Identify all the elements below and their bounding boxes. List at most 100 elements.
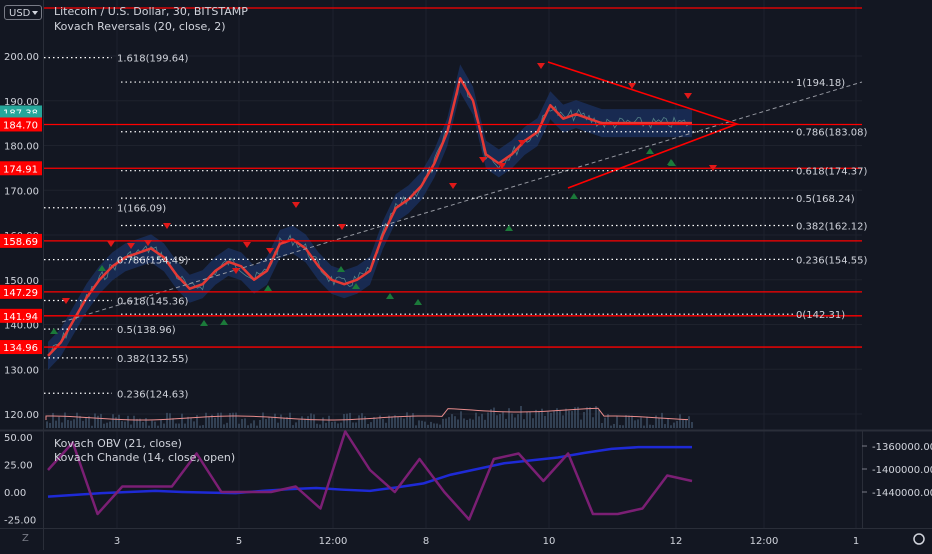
volume-bar bbox=[433, 423, 435, 428]
volume-bar bbox=[640, 417, 642, 428]
volume-bar bbox=[103, 423, 105, 428]
volume-bar bbox=[202, 425, 204, 428]
buy-marker bbox=[414, 299, 422, 305]
buy-marker bbox=[668, 160, 676, 166]
volume-bar bbox=[76, 412, 78, 428]
price-label-text: 184.70 bbox=[3, 120, 38, 131]
y-tick-label: 130.00 bbox=[4, 365, 39, 376]
lower-right-tick: -1440000.00 bbox=[872, 488, 932, 499]
sell-marker bbox=[243, 242, 251, 248]
volume-bar bbox=[388, 415, 390, 428]
volume-bar bbox=[325, 422, 327, 428]
volume-bar bbox=[481, 413, 483, 428]
volume-bar bbox=[319, 424, 321, 428]
volume-bar bbox=[643, 425, 645, 428]
volume-bar bbox=[478, 416, 480, 428]
lower-right-tick: -1360000.00 bbox=[872, 442, 932, 453]
volume-bar bbox=[367, 424, 369, 428]
price-label-text: 158.69 bbox=[3, 237, 38, 248]
sell-marker bbox=[266, 248, 274, 254]
y-tick-label: 140.00 bbox=[4, 321, 39, 332]
volume-bar bbox=[400, 417, 402, 428]
volume-bar bbox=[373, 417, 375, 428]
volume-bar bbox=[514, 417, 516, 428]
volume-bar bbox=[613, 423, 615, 428]
x-tick-label: 12:00 bbox=[319, 536, 348, 547]
volume-bar bbox=[664, 424, 666, 428]
sell-marker bbox=[163, 223, 171, 229]
obv-line bbox=[47, 445, 692, 498]
fib-right-label: 0.618(174.37) bbox=[796, 167, 868, 178]
chande-label[interactable]: Kovach Chande (14, close, open) bbox=[54, 451, 236, 464]
volume-bar bbox=[652, 425, 654, 428]
volume-bar bbox=[568, 410, 570, 428]
buy-marker bbox=[220, 319, 228, 325]
volume-bar bbox=[394, 415, 396, 428]
volume-bar bbox=[205, 412, 207, 428]
volume-bar bbox=[130, 424, 132, 428]
volume-bar bbox=[424, 421, 426, 428]
volume-bar bbox=[286, 417, 288, 428]
fib-left-label: 0.382(132.55) bbox=[117, 354, 189, 365]
volume-bar bbox=[601, 423, 603, 428]
volume-bar bbox=[619, 425, 621, 428]
volume-bar bbox=[58, 416, 60, 428]
volume-bar bbox=[421, 420, 423, 428]
volume-bar bbox=[559, 410, 561, 428]
obv-label[interactable]: Kovach OBV (21, close) bbox=[54, 437, 182, 450]
volume-bar bbox=[370, 422, 372, 428]
volume-bar bbox=[361, 413, 363, 428]
volume-bar bbox=[49, 422, 51, 428]
indicator-label[interactable]: Kovach Reversals (20, close, 2) bbox=[54, 20, 226, 33]
volume-bar bbox=[451, 414, 453, 428]
volume-bar bbox=[217, 412, 219, 428]
volume-bar bbox=[496, 415, 498, 428]
buy-marker bbox=[264, 285, 272, 291]
volume-bar bbox=[415, 425, 417, 428]
volume-bar bbox=[661, 412, 663, 428]
volume-bar bbox=[322, 417, 324, 428]
reversal-band bbox=[48, 64, 692, 370]
volume-bar bbox=[493, 407, 495, 428]
fib-right-label: 0.382(162.12) bbox=[796, 222, 868, 233]
price-line bbox=[47, 77, 692, 357]
volume-bar bbox=[670, 425, 672, 428]
volume-bar bbox=[688, 416, 690, 428]
volume-bar bbox=[364, 416, 366, 428]
buy-marker bbox=[386, 293, 394, 299]
lower-right-tick: -1400000.00 bbox=[872, 465, 932, 476]
volume-bar bbox=[637, 419, 639, 428]
volume-bar bbox=[622, 425, 624, 428]
x-tick-label: 10 bbox=[543, 536, 556, 547]
volume-bar bbox=[343, 414, 345, 428]
currency-selector[interactable]: USD bbox=[4, 5, 42, 20]
volume-bar bbox=[463, 418, 465, 428]
volume-bar bbox=[82, 420, 84, 428]
lower-left-tick: 50.00 bbox=[4, 433, 33, 444]
volume-bar bbox=[100, 413, 102, 428]
volume-bar bbox=[418, 420, 420, 428]
volume-bar bbox=[676, 420, 678, 428]
lower-left-tick: 25.00 bbox=[4, 461, 33, 472]
volume-bar bbox=[331, 422, 333, 428]
volume-bar bbox=[280, 414, 282, 428]
fib-left-label: 1(166.09) bbox=[117, 204, 166, 215]
volume-bar bbox=[595, 406, 597, 428]
volume-bar bbox=[556, 408, 558, 428]
y-tick-label: 200.00 bbox=[4, 52, 39, 63]
volume-bar bbox=[397, 416, 399, 428]
sell-marker bbox=[338, 224, 346, 230]
fib-right-label: 1(194.18) bbox=[796, 78, 845, 89]
volume-bar bbox=[199, 425, 201, 428]
volume-bar bbox=[166, 412, 168, 428]
y-tick-label: 180.00 bbox=[4, 142, 39, 153]
volume-bar bbox=[55, 420, 57, 428]
volume-bar bbox=[163, 423, 165, 428]
volume-bar bbox=[160, 419, 162, 428]
sell-marker bbox=[107, 241, 115, 247]
volume-bar bbox=[502, 412, 504, 428]
volume-bar bbox=[151, 420, 153, 428]
timezone-corner[interactable]: Z bbox=[22, 533, 29, 544]
sell-marker bbox=[628, 83, 636, 89]
